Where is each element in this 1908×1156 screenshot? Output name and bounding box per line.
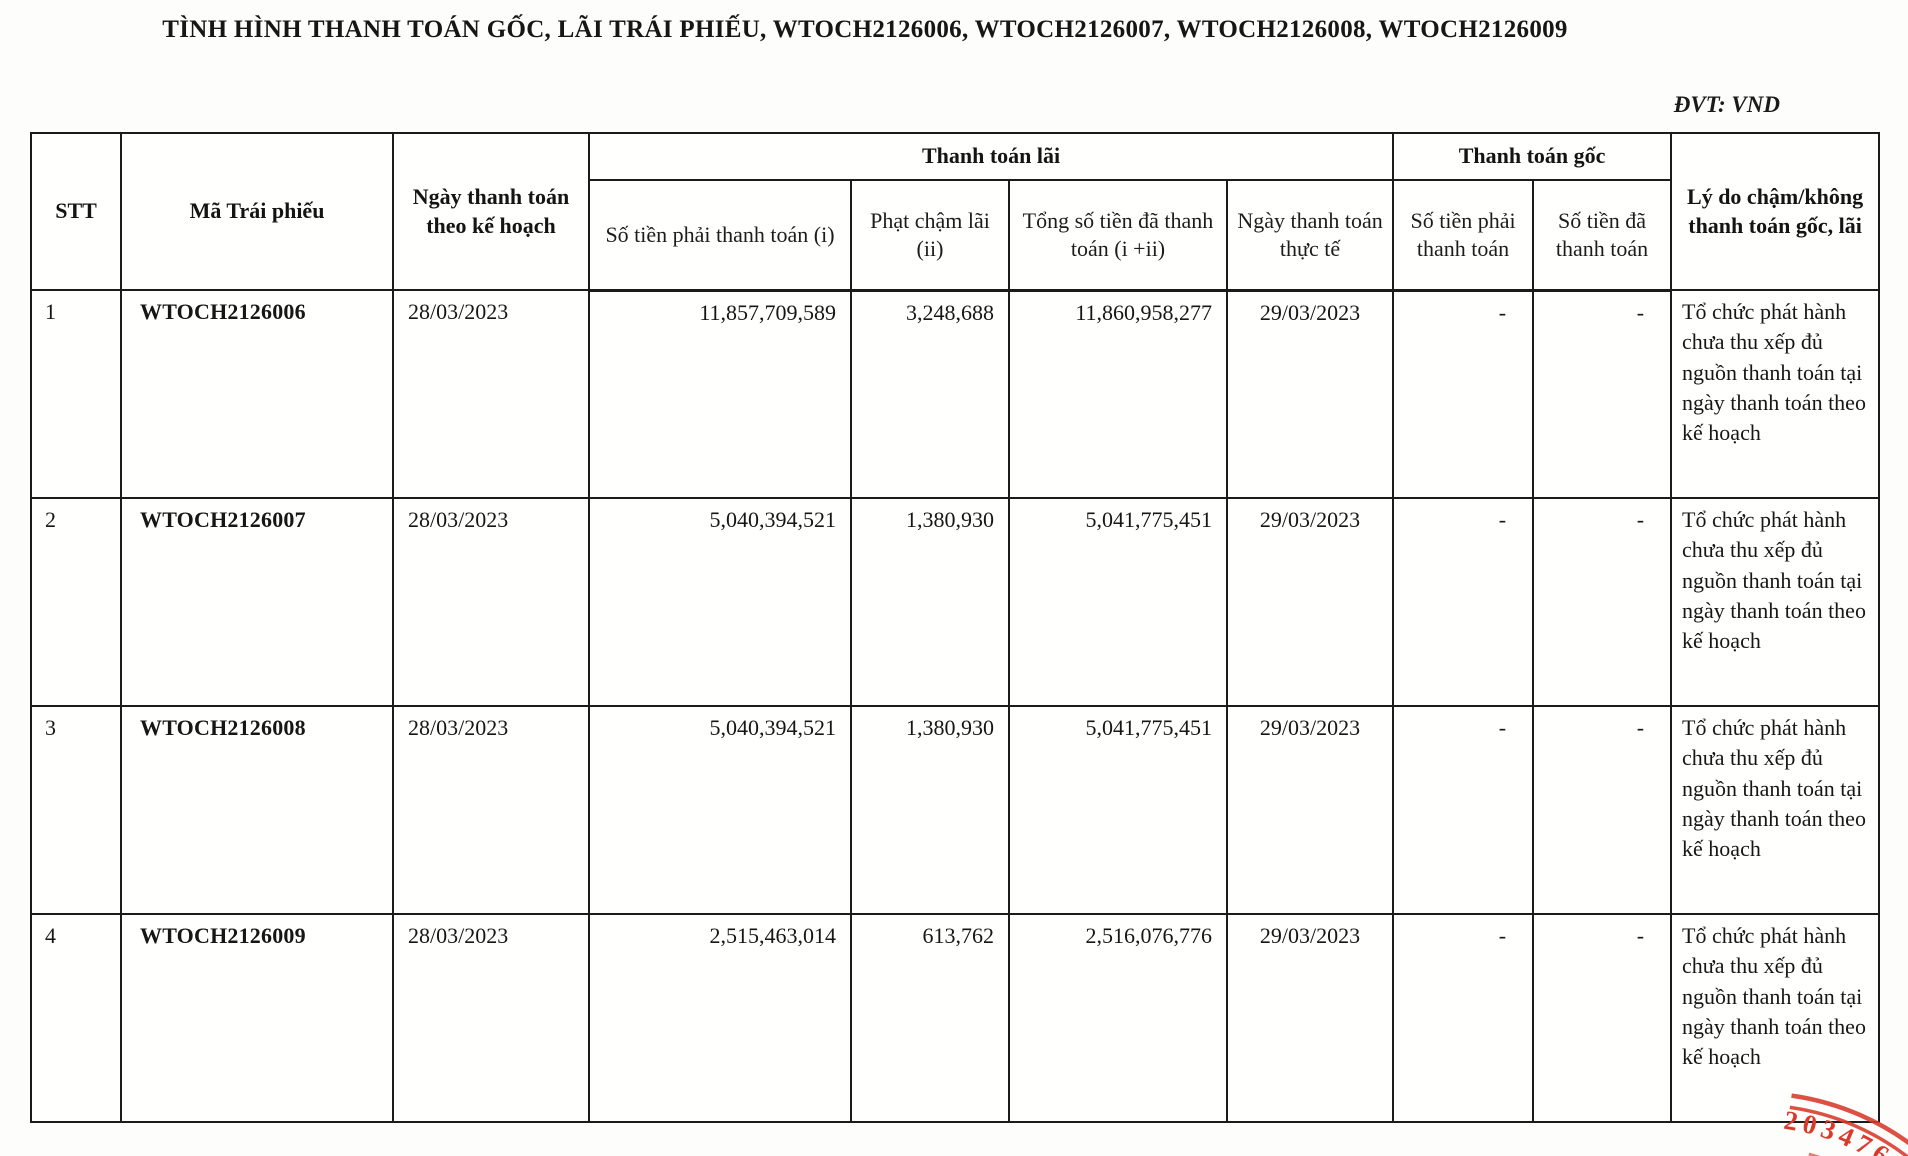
cell-bond-code: WTOCH2126006 xyxy=(120,289,394,499)
cell-actual-date: 29/03/2023 xyxy=(1225,705,1395,915)
col-header-interest-due: Số tiền phải thanh toán (i) xyxy=(588,179,852,292)
cell-stt: 2 xyxy=(30,497,122,707)
cell-reason: Tổ chức phát hành chưa thu xếp đủ nguồn … xyxy=(1670,497,1881,707)
cell-reason: Tổ chức phát hành chưa thu xếp đủ nguồn … xyxy=(1670,705,1881,915)
col-header-actual-date: Ngày thanh toán thực tế xyxy=(1225,179,1395,292)
cell-principal-due: - xyxy=(1392,497,1535,707)
col-header-principal-due: Số tiền phải thanh toán xyxy=(1392,179,1535,292)
cell-principal-paid: - xyxy=(1532,497,1673,707)
cell-principal-paid: - xyxy=(1532,705,1673,915)
col-header-planned-date: Ngày thanh toán theo kế hoạch xyxy=(392,132,590,291)
cell-interest-due: 2,515,463,014 xyxy=(588,913,852,1123)
cell-late-fee: 1,380,930 xyxy=(850,705,1010,915)
cell-bond-code: WTOCH2126008 xyxy=(120,705,394,915)
cell-planned-date: 28/03/2023 xyxy=(392,289,590,499)
cell-interest-total-paid: 11,860,958,277 xyxy=(1008,289,1228,499)
cell-reason: Tổ chức phát hành chưa thu xếp đủ nguồn … xyxy=(1670,913,1881,1123)
cell-principal-paid: - xyxy=(1532,913,1673,1123)
table-row: 2 WTOCH2126007 28/03/2023 5,040,394,521 … xyxy=(30,497,1881,707)
table-row: 4 WTOCH2126009 28/03/2023 2,515,463,014 … xyxy=(30,913,1881,1123)
cell-stt: 1 xyxy=(30,289,122,499)
cell-principal-due: - xyxy=(1392,913,1535,1123)
unit-label: ĐVT: VND xyxy=(1673,92,1780,117)
cell-late-fee: 1,380,930 xyxy=(850,497,1010,707)
col-header-late-fee: Phạt chậm lãi (ii) xyxy=(850,179,1010,292)
col-header-reason: Lý do chậm/không thanh toán gốc, lãi xyxy=(1670,132,1881,291)
cell-actual-date: 29/03/2023 xyxy=(1225,913,1395,1123)
cell-planned-date: 28/03/2023 xyxy=(392,497,590,707)
document-title: TÌNH HÌNH THANH TOÁN GỐC, LÃI TRÁI PHIẾU… xyxy=(162,16,1568,43)
cell-principal-due: - xyxy=(1392,705,1535,915)
cell-principal-paid: - xyxy=(1532,289,1673,499)
cell-bond-code: WTOCH2126007 xyxy=(120,497,394,707)
col-header-stt: STT xyxy=(30,132,122,291)
table-row: 1 WTOCH2126006 28/03/2023 11,857,709,589… xyxy=(30,289,1881,499)
cell-interest-total-paid: 5,041,775,451 xyxy=(1008,705,1228,915)
cell-bond-code: WTOCH2126009 xyxy=(120,913,394,1123)
cell-principal-due: - xyxy=(1392,289,1535,499)
cell-interest-due: 5,040,394,521 xyxy=(588,705,852,915)
col-header-bond-code: Mã Trái phiếu xyxy=(120,132,394,291)
table-row: 3 WTOCH2126008 28/03/2023 5,040,394,521 … xyxy=(30,705,1881,915)
cell-planned-date: 28/03/2023 xyxy=(392,913,590,1123)
col-header-interest-total-paid: Tổng số tiền đã thanh toán (i +ii) xyxy=(1008,179,1228,292)
bond-payment-table: STT Mã Trái phiếu Ngày thanh toán theo k… xyxy=(30,132,1881,1123)
cell-stt: 4 xyxy=(30,913,122,1123)
cell-interest-due: 5,040,394,521 xyxy=(588,497,852,707)
cell-interest-total-paid: 2,516,076,776 xyxy=(1008,913,1228,1123)
group-header-interest: Thanh toán lãi xyxy=(587,132,1395,181)
col-header-principal-paid: Số tiền đã thanh toán xyxy=(1532,179,1673,292)
group-header-principal: Thanh toán gốc xyxy=(1392,132,1673,181)
cell-actual-date: 29/03/2023 xyxy=(1225,289,1395,499)
cell-actual-date: 29/03/2023 xyxy=(1225,497,1395,707)
cell-interest-total-paid: 5,041,775,451 xyxy=(1008,497,1228,707)
cell-late-fee: 3,248,688 xyxy=(850,289,1010,499)
cell-stt: 3 xyxy=(30,705,122,915)
cell-interest-due: 11,857,709,589 xyxy=(588,289,852,499)
cell-reason: Tổ chức phát hành chưa thu xếp đủ nguồn … xyxy=(1670,289,1881,499)
cell-planned-date: 28/03/2023 xyxy=(392,705,590,915)
cell-late-fee: 613,762 xyxy=(850,913,1010,1123)
